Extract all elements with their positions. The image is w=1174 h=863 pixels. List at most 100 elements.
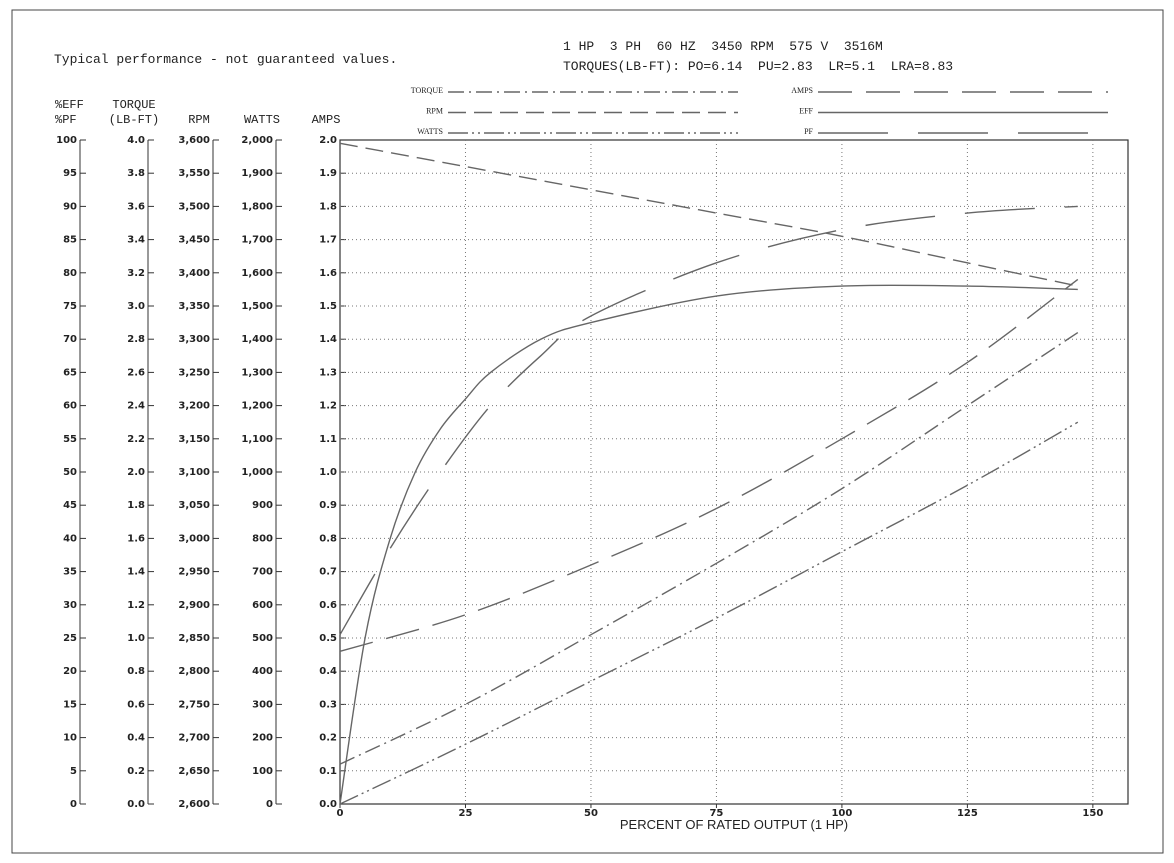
y-tick-label: 1,500: [241, 301, 273, 312]
chart-title: 1 HP 3 PH 60 HZ 3450 RPM 575 V 3516M: [563, 39, 883, 54]
y-tick-label: 0.3: [319, 699, 337, 710]
y-tick-label: 1,800: [241, 201, 273, 212]
y-tick-label: 95: [63, 168, 77, 179]
y-tick-label: 3,300: [178, 334, 210, 345]
y-tick-label: 3,000: [178, 533, 210, 544]
y-tick-label: 300: [252, 699, 273, 710]
y-tick-label: 1,700: [241, 235, 273, 246]
y-tick-label: 1,300: [241, 367, 273, 378]
axis-label: TORQUE: [112, 98, 155, 112]
legend-label: TORQUE: [411, 86, 443, 95]
y-tick-label: 0.0: [127, 799, 145, 810]
y-tick-label: 40: [63, 533, 77, 544]
y-tick-label: 0: [70, 799, 77, 810]
chart-subtitle: TORQUES(LB-FT): PO=6.14 PU=2.83 LR=5.1 L…: [563, 59, 953, 74]
x-tick-label: 50: [584, 808, 598, 819]
y-tick-label: 85: [63, 235, 77, 246]
y-tick-label: 3,050: [178, 500, 210, 511]
y-tick-label: 80: [63, 268, 77, 279]
plot-area: [339, 139, 1129, 805]
y-tick-label: 1.8: [319, 201, 337, 212]
legend-label: AMPS: [791, 86, 813, 95]
y-tick-label: 2,850: [178, 633, 210, 644]
y-tick-label: 1.6: [127, 533, 145, 544]
y-tick-label: 0.1: [319, 766, 337, 777]
y-tick-label: 2,750: [178, 699, 210, 710]
y-tick-label: 1.0: [319, 467, 337, 478]
y-tick-label: 600: [252, 600, 273, 611]
y-tick-label: 55: [63, 434, 77, 445]
series-line: [339, 142, 1078, 287]
y-tick-label: 0.2: [127, 766, 145, 777]
y-tick-label: 0.6: [127, 699, 145, 710]
y-tick-label: 2.2: [127, 434, 145, 445]
note: Typical performance - not guaranteed val…: [54, 52, 397, 67]
x-axis-label: PERCENT OF RATED OUTPUT (1 HP): [620, 817, 848, 832]
series-line: [339, 284, 1078, 805]
y-tick-label: 30: [63, 600, 77, 611]
y-tick-label: 10: [63, 733, 77, 744]
y-tick-label: 400: [252, 666, 273, 677]
y-tick-label: 0.8: [127, 666, 145, 677]
y-tick-label: 1,200: [241, 401, 273, 412]
x-tick-label: 75: [709, 808, 723, 819]
y-tick-label: 3,150: [178, 434, 210, 445]
y-tick-label: 800: [252, 533, 273, 544]
y-tick-label: 0.0: [319, 799, 337, 810]
y-tick-label: 900: [252, 500, 273, 511]
y-tick-label: 2,650: [178, 766, 210, 777]
y-tick-label: 1.0: [127, 633, 145, 644]
y-tick-label: 3.8: [127, 168, 145, 179]
y-tick-label: 3,600: [178, 135, 210, 146]
y-tick-label: 1.8: [127, 500, 145, 511]
y-tick-label: 1,000: [241, 467, 273, 478]
y-tick-label: 3.0: [127, 301, 145, 312]
x-tick-label: 0: [337, 808, 344, 819]
y-tick-label: 3,200: [178, 401, 210, 412]
y-tick-label: 1.9: [319, 168, 337, 179]
y-tick-label: 1.7: [319, 235, 337, 246]
y-tick-label: 0.7: [319, 567, 337, 578]
y-tick-label: 3,500: [178, 201, 210, 212]
y-tick-label: 35: [63, 567, 77, 578]
x-tick-label: 25: [459, 808, 473, 819]
x-tick-label: 100: [831, 808, 852, 819]
y-tick-label: 3,350: [178, 301, 210, 312]
y-tick-label: 1.3: [319, 367, 337, 378]
y-tick-label: 3.4: [127, 235, 145, 246]
x-tick-label: 125: [957, 808, 978, 819]
y-tick-label: 65: [63, 367, 77, 378]
axis-label: AMPS: [312, 113, 341, 127]
y-tick-label: 2,900: [178, 600, 210, 611]
y-tick-label: 2,600: [178, 799, 210, 810]
y-tick-label: 15: [63, 699, 77, 710]
y-tick-label: 100: [56, 135, 77, 146]
y-tick-label: 0.9: [319, 500, 337, 511]
y-tick-label: 2.0: [319, 135, 337, 146]
y-tick-label: 0.2: [319, 733, 337, 744]
y-tick-label: 75: [63, 301, 77, 312]
y-tick-label: 90: [63, 201, 77, 212]
y-tick-label: 3,400: [178, 268, 210, 279]
y-tick-label: 2,000: [241, 135, 273, 146]
y-tick-label: 0.8: [319, 533, 337, 544]
y-tick-label: 2.4: [127, 401, 145, 412]
y-tick-label: 0.5: [319, 633, 337, 644]
y-tick-label: 25: [63, 633, 77, 644]
legend-label: RPM: [426, 106, 443, 115]
series-line: [339, 278, 1079, 652]
y-tick-label: 4.0: [127, 135, 145, 146]
y-tick-label: 2,950: [178, 567, 210, 578]
y-tick-label: 1,600: [241, 268, 273, 279]
y-tick-label: 3,550: [178, 168, 210, 179]
y-tick-label: 70: [63, 334, 77, 345]
y-tick-label: 700: [252, 567, 273, 578]
y-tick-label: 2.0: [127, 467, 145, 478]
y-tick-label: 50: [63, 467, 77, 478]
y-tick-label: 1.5: [319, 301, 337, 312]
y-tick-label: 1,100: [241, 434, 273, 445]
y-tick-label: 0: [266, 799, 273, 810]
y-tick-label: 1.2: [319, 401, 337, 412]
series-line: [339, 421, 1079, 805]
legend-label: PF: [804, 127, 813, 136]
